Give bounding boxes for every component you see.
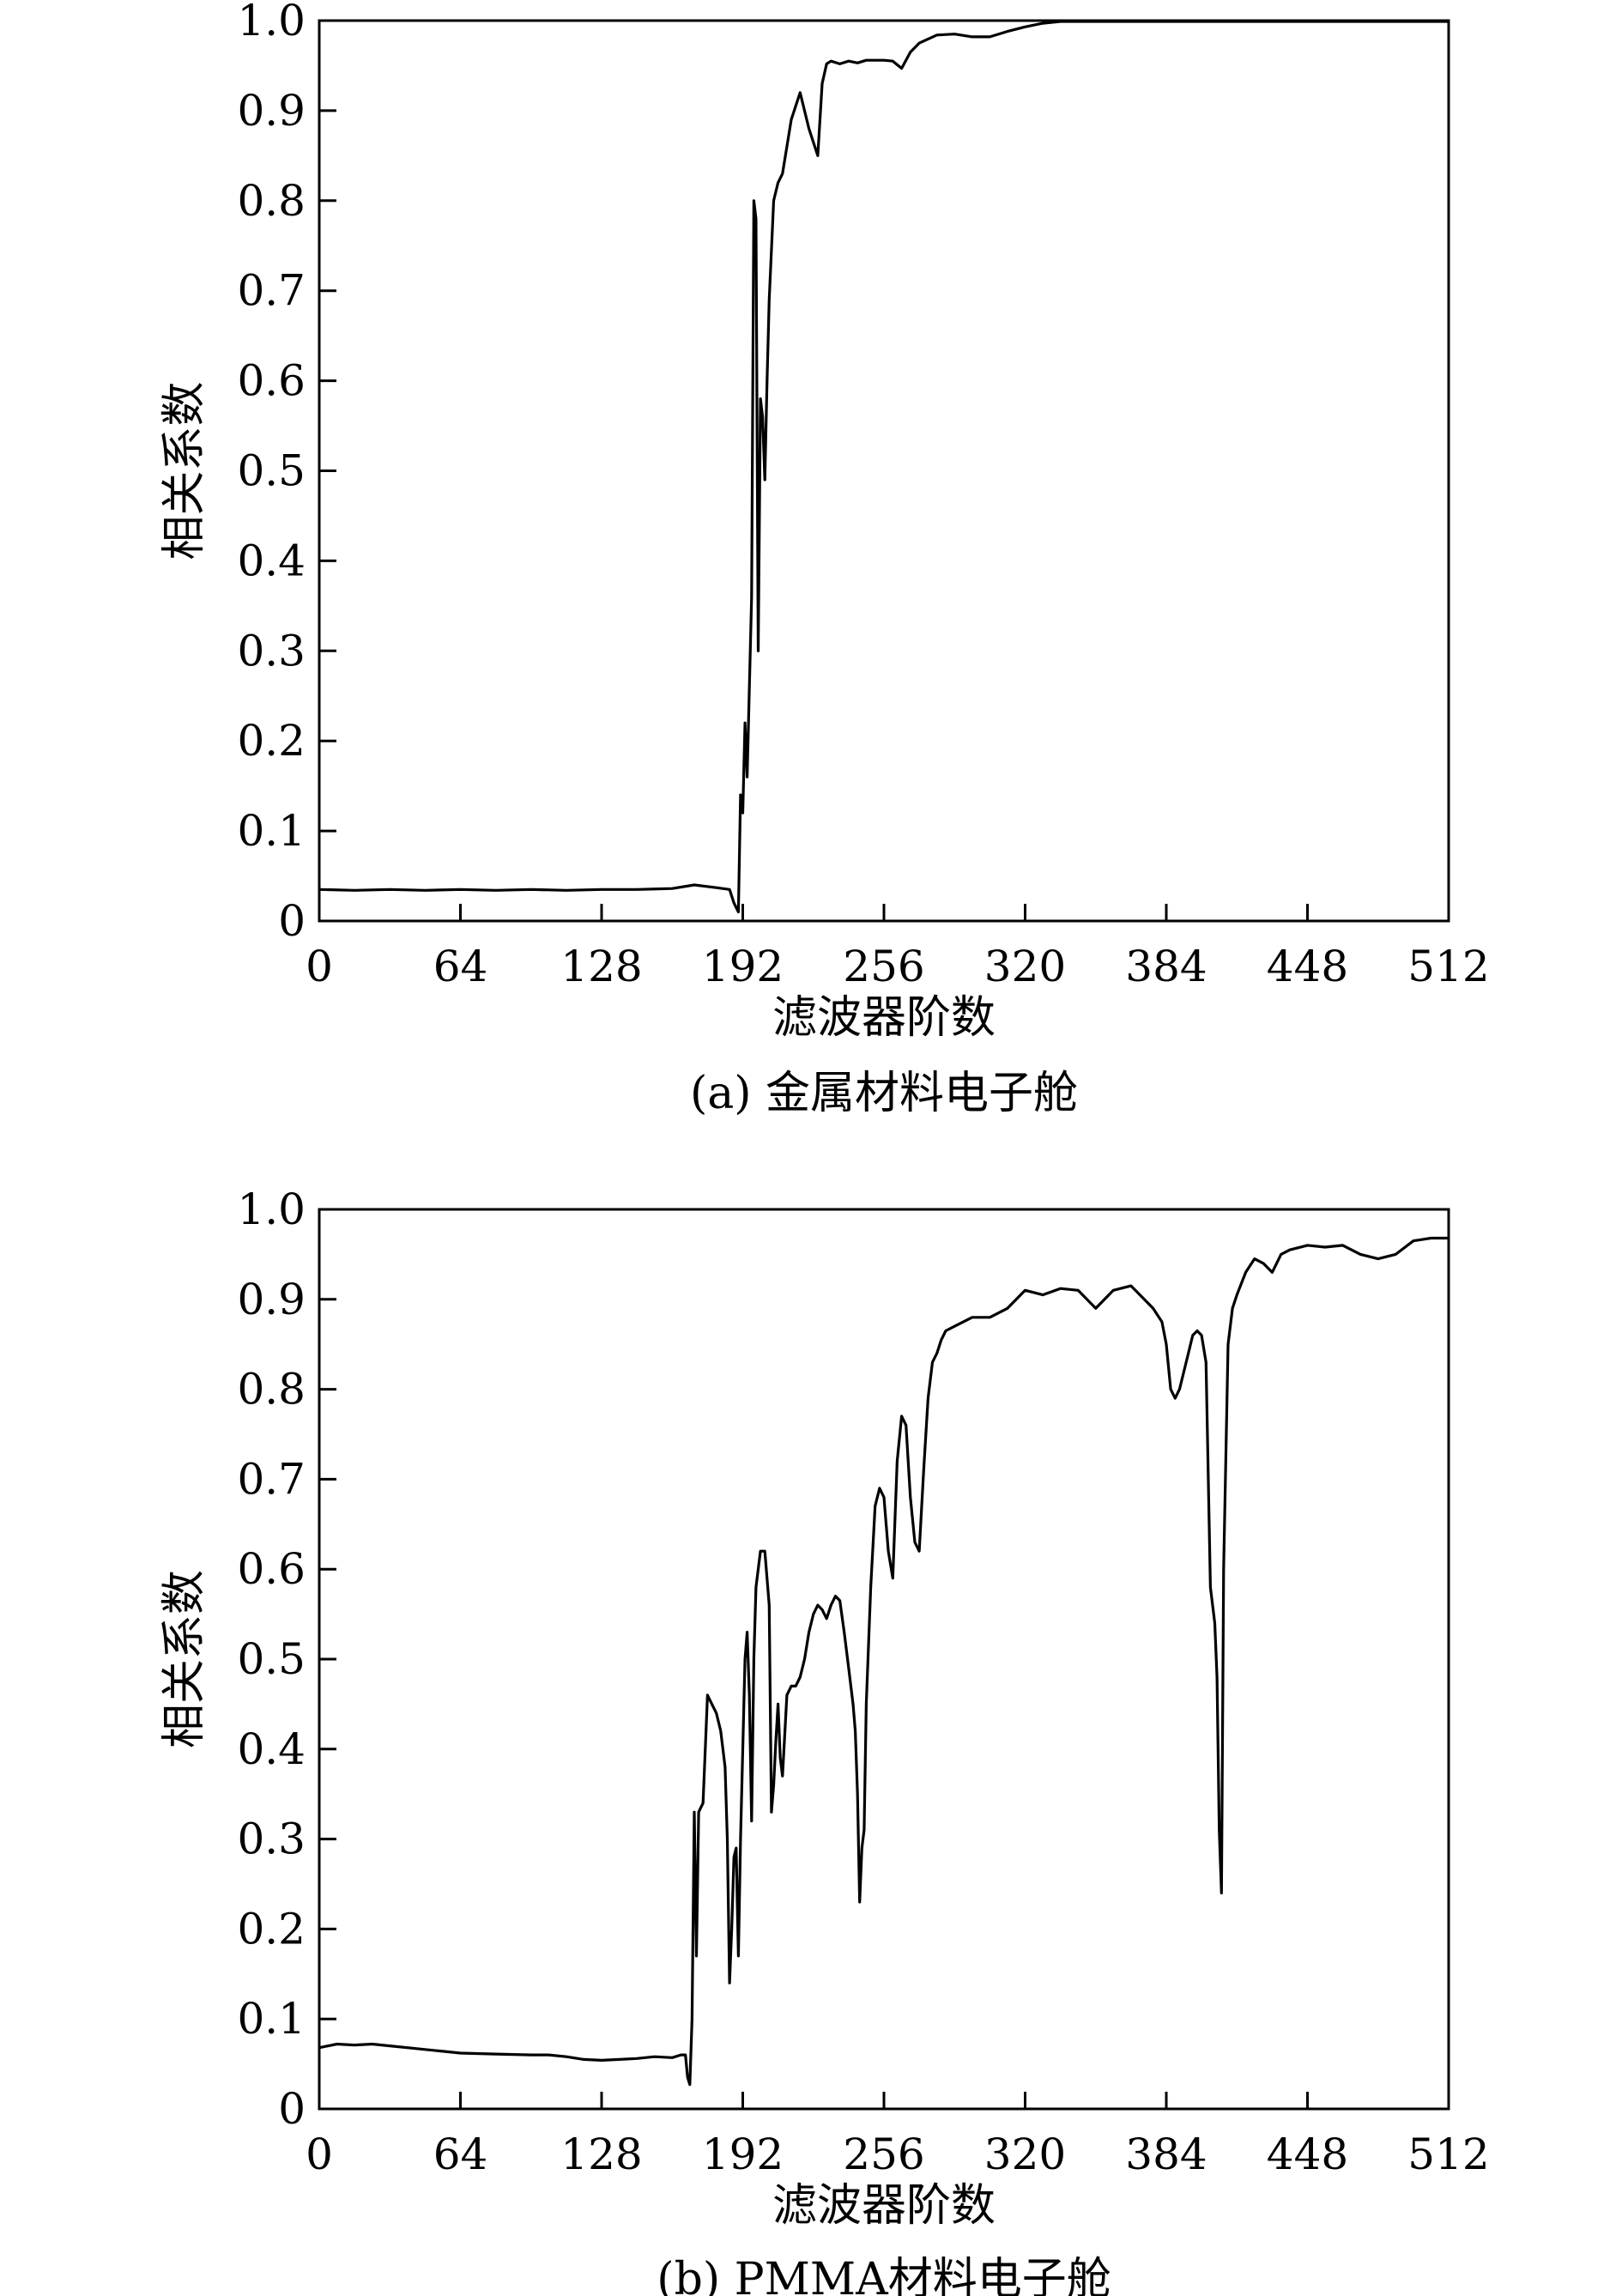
y-tick-label: 0.3 bbox=[237, 1814, 306, 1864]
y-axis-ticks: 0 0.1 0.2 0.3 0.4 0.5 0.6 0.7 0.8 0.9 1.0 bbox=[237, 1184, 336, 2134]
x-tick-label: 384 bbox=[1125, 2129, 1207, 2179]
y-tick-label: 0.6 bbox=[237, 356, 306, 406]
x-tick-label: 256 bbox=[843, 942, 924, 991]
x-tick-label: 384 bbox=[1125, 942, 1207, 991]
y-axis-title: 相关系数 bbox=[159, 1570, 210, 1748]
chart-caption: (a) 金属材料电子舱 bbox=[690, 1068, 1078, 1119]
y-tick-label: 0.8 bbox=[237, 176, 306, 226]
y-tick-label: 0.4 bbox=[237, 1724, 306, 1774]
x-axis-ticks: 0 64 128 192 256 320 384 448 512 bbox=[306, 2092, 1490, 2179]
series-line bbox=[318, 20, 1449, 914]
x-tick-label: 0 bbox=[306, 2129, 333, 2179]
x-tick-label: 192 bbox=[702, 2129, 784, 2179]
x-tick-label: 128 bbox=[560, 942, 642, 991]
y-axis-ticks: 0 0.1 0.2 0.3 0.4 0.5 0.6 0.7 0.8 0.9 1.0 bbox=[237, 0, 336, 946]
y-tick-label: 0.4 bbox=[237, 536, 306, 585]
y-tick-label: 0.6 bbox=[237, 1544, 306, 1594]
x-tick-label: 64 bbox=[433, 2129, 488, 2179]
x-tick-label: 0 bbox=[306, 942, 333, 991]
x-tick-label: 320 bbox=[984, 2129, 1066, 2179]
x-axis-title: 滤波器阶数 bbox=[772, 992, 996, 1044]
x-axis-title: 滤波器阶数 bbox=[772, 2180, 996, 2232]
y-tick-label: 0.1 bbox=[237, 806, 306, 856]
x-tick-label: 192 bbox=[702, 942, 784, 991]
x-tick-label: 128 bbox=[560, 2129, 642, 2179]
chart-b: 0 0.1 0.2 0.3 0.4 0.5 0.6 0.7 0.8 0.9 1.0 0 64 128 19… bbox=[159, 1184, 1490, 2296]
y-tick-label: 0.2 bbox=[237, 1904, 306, 1954]
y-tick-label: 0.7 bbox=[237, 266, 306, 316]
chart-a: 0 0.1 0.2 0.3 0.4 0.5 0.6 0.7 0.8 0.9 1.0 0 64 128 19… bbox=[159, 0, 1490, 1119]
x-tick-label: 64 bbox=[433, 942, 488, 991]
series-group bbox=[318, 1236, 1449, 2087]
y-tick-label: 0.9 bbox=[237, 86, 306, 136]
chart-caption: (b) PMMA材料电子舱 bbox=[657, 2254, 1111, 2296]
x-tick-label: 512 bbox=[1407, 942, 1489, 991]
x-tick-label: 512 bbox=[1407, 2129, 1489, 2179]
x-tick-label: 448 bbox=[1267, 2129, 1348, 2179]
y-tick-label: 0.8 bbox=[237, 1365, 306, 1415]
y-tick-label: 0.3 bbox=[237, 626, 306, 675]
y-tick-label: 0.2 bbox=[237, 716, 306, 766]
y-tick-label: 0.5 bbox=[237, 1634, 306, 1684]
x-tick-label: 320 bbox=[984, 942, 1066, 991]
x-tick-label: 256 bbox=[843, 2129, 924, 2179]
y-tick-label: 0 bbox=[278, 2084, 306, 2134]
y-tick-label: 0 bbox=[278, 896, 306, 946]
y-tick-label: 1.0 bbox=[237, 1184, 306, 1234]
series-group bbox=[318, 20, 1449, 914]
y-tick-label: 0.7 bbox=[237, 1454, 306, 1504]
x-tick-label: 448 bbox=[1267, 942, 1348, 991]
y-tick-label: 0.9 bbox=[237, 1275, 306, 1324]
series-line bbox=[318, 1236, 1449, 2087]
x-axis-ticks: 0 64 128 192 256 320 384 448 512 bbox=[306, 904, 1490, 991]
y-tick-label: 0.5 bbox=[237, 446, 306, 496]
y-tick-label: 1.0 bbox=[237, 0, 306, 45]
y-tick-label: 0.1 bbox=[237, 1994, 306, 2044]
y-axis-title: 相关系数 bbox=[159, 381, 210, 560]
